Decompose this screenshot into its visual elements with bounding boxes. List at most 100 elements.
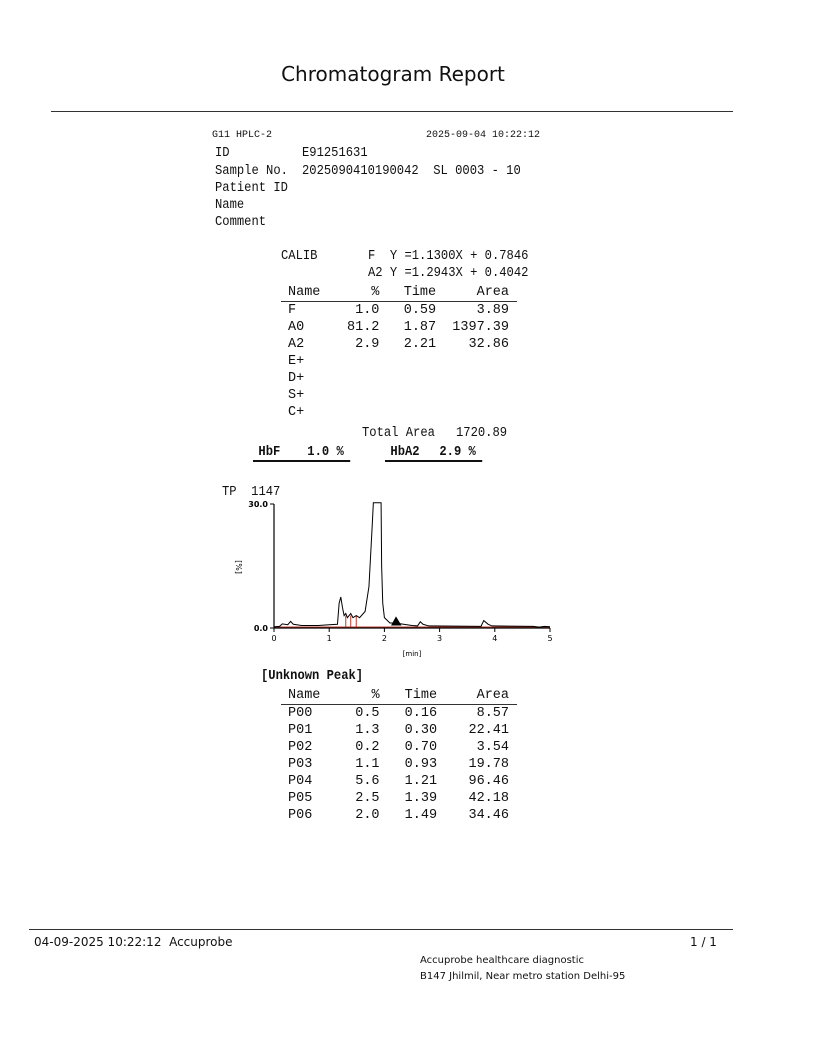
cell-time: 0.70 bbox=[404, 740, 438, 755]
page-title: Chromatogram Report bbox=[281, 62, 505, 86]
cell-name: P05 bbox=[288, 791, 313, 806]
calib-f-equation: F Y =1.1300X + 0.7846 bbox=[368, 249, 529, 264]
cell-time: 0.93 bbox=[404, 757, 438, 772]
table-row: P03 1.1 0.93 19.78 bbox=[281, 756, 517, 773]
cell-area: 34.46 bbox=[468, 808, 509, 823]
cell-name: P06 bbox=[288, 808, 313, 823]
table-row: P06 2.0 1.49 34.46 bbox=[281, 807, 517, 824]
cell-percent: 1.1 bbox=[355, 757, 380, 772]
total-area-label: Total Area bbox=[362, 426, 435, 441]
col-time: Time bbox=[404, 688, 438, 703]
cell-name: P03 bbox=[288, 757, 313, 772]
calib-label: CALIB bbox=[281, 249, 318, 264]
instrument-name: G11 HPLC-2 bbox=[212, 130, 273, 141]
cell-area: 1397.39 bbox=[452, 320, 509, 335]
cell-area: 96.46 bbox=[468, 774, 509, 789]
table-row: E+ bbox=[281, 353, 517, 370]
cell-name: C+ bbox=[288, 405, 305, 420]
address-line-1: Accuprobe healthcare diagnostic bbox=[420, 955, 585, 966]
cell-name: P02 bbox=[288, 740, 313, 755]
hba2-summary: HbA2 2.9 % bbox=[385, 445, 483, 462]
unknown-header: Name % Time Area bbox=[281, 687, 517, 705]
y-tick-label: 0.0 bbox=[254, 624, 269, 633]
cell-area: 42.18 bbox=[468, 791, 509, 806]
cell-time: 0.30 bbox=[404, 723, 438, 738]
footer-left: 04-09-2025 10:22:12 Accuprobe bbox=[34, 935, 233, 949]
cell-name: A0 bbox=[288, 320, 305, 335]
col-area: Area bbox=[476, 285, 509, 300]
hbf-value: 1.0 % bbox=[307, 445, 344, 460]
cell-name: F bbox=[288, 303, 297, 318]
hba2-label: HbA2 bbox=[390, 445, 420, 460]
cell-time: 1.49 bbox=[404, 808, 438, 823]
cell-percent: 2.9 bbox=[355, 337, 380, 352]
address-line-2: B147 Jhilmil, Near metro station Delhi-9… bbox=[420, 971, 626, 982]
table-row: D+ bbox=[281, 370, 517, 387]
hbf-label: HbF bbox=[258, 445, 281, 460]
cell-name: E+ bbox=[288, 354, 305, 369]
table-row: C+ bbox=[281, 404, 517, 421]
header-divider bbox=[51, 111, 733, 112]
footer-divider bbox=[29, 929, 733, 930]
id-value: E91251631 bbox=[302, 146, 368, 161]
cell-percent: 1.0 bbox=[355, 303, 380, 318]
cell-area: 22.41 bbox=[468, 723, 509, 738]
x-tick-label: 1 bbox=[327, 634, 332, 643]
id-label: ID bbox=[215, 146, 230, 161]
table-row: A0 81.2 1.87 1397.39 bbox=[281, 319, 517, 336]
chromatogram-chart: 0 1 2 3 4 5 0.0 30.0 [min] [%] bbox=[234, 500, 553, 658]
cell-percent: 5.6 bbox=[355, 774, 380, 789]
cell-percent: 2.5 bbox=[355, 791, 380, 806]
cell-time: 1.87 bbox=[403, 320, 437, 335]
hbf-summary: HbF 1.0 % bbox=[253, 445, 351, 462]
unknown-peak-title: [Unknown Peak] bbox=[261, 669, 364, 684]
cell-percent: 1.3 bbox=[355, 723, 380, 738]
table-row: P00 0.5 0.16 8.57 bbox=[281, 705, 517, 723]
unknown-peak-table: Name % Time Area P00 0.5 0.16 8.57 P01 1.3 0.3… bbox=[281, 687, 517, 824]
report-datetime: 2025-09-04 10:22:12 bbox=[426, 130, 541, 141]
cell-time: 2.21 bbox=[403, 337, 437, 352]
cell-area: 19.78 bbox=[468, 757, 509, 772]
name-label: Name bbox=[215, 198, 245, 213]
cell-area: 3.89 bbox=[476, 303, 509, 318]
col-percent: % bbox=[371, 688, 380, 703]
total-area-value: 1720.89 bbox=[456, 426, 508, 441]
sample-no-value: 2025090410190042 SL 0003 - 10 bbox=[302, 164, 521, 179]
chart-title: TP 1147 bbox=[222, 485, 281, 500]
x-tick-label: 4 bbox=[492, 634, 497, 643]
cell-area: 8.57 bbox=[476, 706, 509, 721]
table-row: P05 2.5 1.39 42.18 bbox=[281, 790, 517, 807]
x-tick-label: 0 bbox=[271, 634, 276, 643]
table-row: P02 0.2 0.70 3.54 bbox=[281, 739, 517, 756]
hba2-value: 2.9 % bbox=[439, 445, 476, 460]
results-table: Name % Time Area F 1.0 0.59 3.89 A0 81.2 1.87 1… bbox=[281, 284, 517, 421]
cell-name: S+ bbox=[288, 388, 305, 403]
cell-name: D+ bbox=[288, 371, 305, 386]
sample-no-label: Sample No. bbox=[215, 164, 288, 179]
calib-a2-equation: A2 Y =1.2943X + 0.4042 bbox=[368, 266, 529, 281]
page-number: 1 / 1 bbox=[690, 935, 717, 949]
cell-time: 0.16 bbox=[404, 706, 438, 721]
cell-time: 0.59 bbox=[403, 303, 437, 318]
comment-label: Comment bbox=[215, 215, 267, 230]
col-name: Name bbox=[288, 688, 321, 703]
results-header: Name % Time Area bbox=[281, 284, 517, 302]
col-name: Name bbox=[288, 285, 321, 300]
cell-area: 3.54 bbox=[476, 740, 509, 755]
table-row: P04 5.6 1.21 96.46 bbox=[281, 773, 517, 790]
y-axis-label: [%] bbox=[234, 560, 243, 574]
chromatogram-trace bbox=[273, 502, 551, 628]
table-row: A2 2.9 2.21 32.86 bbox=[281, 336, 517, 353]
y-tick-label: 30.0 bbox=[248, 500, 268, 509]
cell-name: P00 bbox=[288, 706, 313, 721]
x-tick-label: 2 bbox=[382, 634, 387, 643]
table-row: F 1.0 0.59 3.89 bbox=[281, 302, 517, 320]
table-row: S+ bbox=[281, 387, 517, 404]
cell-percent: 0.2 bbox=[355, 740, 380, 755]
cell-percent: 81.2 bbox=[347, 320, 380, 335]
x-tick-label: 5 bbox=[547, 634, 552, 643]
col-time: Time bbox=[403, 285, 437, 300]
col-percent: % bbox=[371, 285, 380, 300]
cell-name: P04 bbox=[288, 774, 313, 789]
cell-name: P01 bbox=[288, 723, 313, 738]
